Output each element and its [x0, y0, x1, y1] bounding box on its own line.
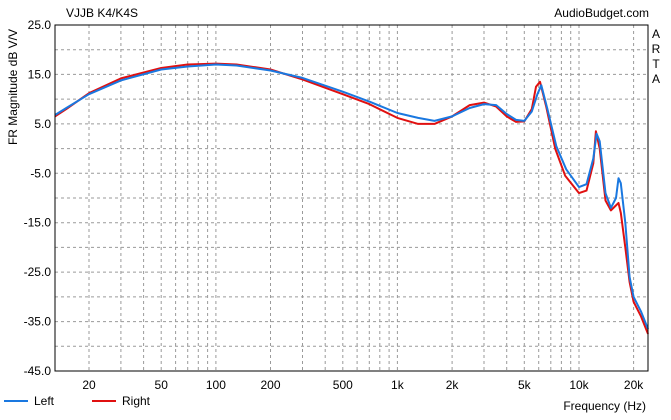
legend-label-left: Left: [34, 394, 55, 408]
y-tick-label: -15.0: [24, 216, 52, 230]
y-tick-label: 25.0: [28, 18, 52, 32]
x-tick-label: 20: [82, 378, 96, 392]
brand-label: AudioBudget.com: [554, 6, 649, 20]
x-tick-label: 10k: [569, 378, 589, 392]
chart-title: VJJB K4/K4S: [66, 6, 138, 20]
x-tick-label: 20k: [624, 378, 644, 392]
series-layer: [54, 62, 649, 335]
x-tick-label: 200: [260, 378, 280, 392]
x-tick-labels: 20 50 100 200 500 1k 2k 5k 10k 20k: [82, 378, 644, 392]
x-tick-label: 100: [206, 378, 226, 392]
x-grid: [88, 25, 635, 371]
legend: Left Right: [4, 394, 151, 408]
arta-letter: R: [652, 42, 661, 56]
x-tick-label: 2k: [446, 378, 460, 392]
y-tick-label: -25.0: [24, 265, 52, 279]
x-tick-label: 500: [333, 378, 353, 392]
y-axis-label: FR Magnitude dB V/V: [6, 29, 20, 145]
x-tick-label: 5k: [518, 378, 532, 392]
x-tick-label: 50: [155, 378, 169, 392]
x-tick-label: 1k: [391, 378, 405, 392]
y-tick-label: -45.0: [24, 364, 52, 378]
y-tick-labels: 25.0 15.0 5.0 -5.0 -15.0 -25.0 -35.0 -45.0: [24, 18, 52, 378]
arta-letter: T: [652, 57, 660, 71]
x-axis-label: Frequency (Hz): [563, 399, 646, 413]
arta-letter: A: [652, 72, 660, 86]
y-tick-label: 5.0: [34, 117, 51, 131]
y-tick-label: 15.0: [28, 67, 52, 81]
plot-frame: [54, 24, 649, 372]
arta-letter: A: [652, 27, 660, 41]
series-line-left: [54, 63, 649, 330]
y-tick-label: -5.0: [30, 166, 51, 180]
y-grid: [55, 49, 648, 347]
legend-label-right: Right: [122, 394, 151, 408]
y-tick-label: -35.0: [24, 315, 52, 329]
